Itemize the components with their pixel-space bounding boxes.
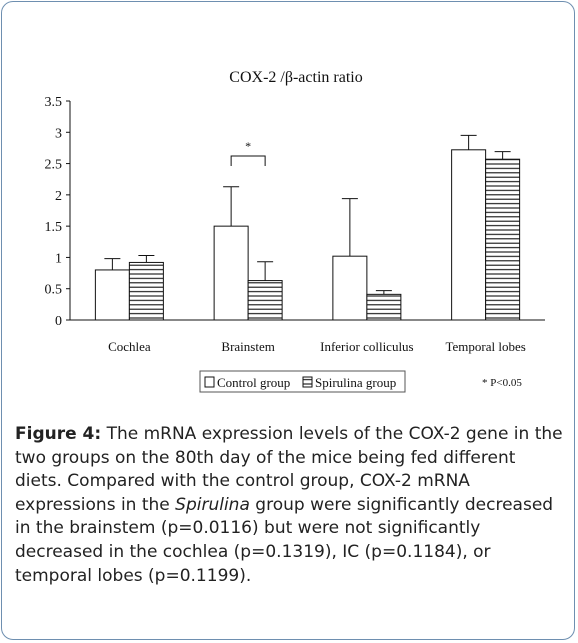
- footnote: * P<0.05: [482, 377, 522, 389]
- bars-layer: [94, 134, 521, 321]
- bar-control: [451, 149, 487, 321]
- x-tick-label: Brainstem: [221, 339, 274, 354]
- bar-control: [213, 225, 249, 321]
- x-tick-label: Temporal lobes: [445, 339, 525, 354]
- annotations-layer: *: [230, 139, 266, 166]
- caption-text-1: The mRNA expression levels of the COX-2 …: [15, 424, 563, 515]
- chart-title: COX-2 /β-actin ratio: [229, 69, 362, 86]
- y-tick-label: 1: [55, 251, 62, 266]
- x-axis: Cochlea Brainstem Inferior colliculus Tempo…: [70, 319, 545, 354]
- legend-swatch-control: [204, 376, 215, 388]
- bar-spirulina: [366, 293, 402, 321]
- y-tick-label: 0.5: [45, 283, 63, 298]
- bar-spirulina: [247, 280, 283, 321]
- y-tick-label: 2.5: [45, 158, 63, 173]
- legend-label-control: Control group: [217, 375, 290, 390]
- bar-control: [332, 255, 368, 321]
- bar-chart: COX-2 /β-actin ratio 0 0.5 1 1.5 2 2.5 3 3.5 Co…: [45, 69, 545, 393]
- y-tick-label: 3.5: [45, 95, 63, 110]
- legend-swatch-spirulina: [302, 376, 313, 388]
- y-tick-label: 3: [55, 126, 62, 141]
- caption-text-2: group were significantly decreased in th…: [15, 494, 554, 586]
- legend: Control group Spirulina group: [199, 370, 406, 393]
- caption-label: Figure 4:: [15, 424, 102, 444]
- y-tick-label: 1.5: [45, 220, 63, 235]
- x-tick-label: Inferior colliculus: [320, 339, 414, 354]
- x-tick-label: Cochlea: [108, 339, 151, 354]
- significance-star: *: [245, 139, 251, 153]
- significance-bracket: [230, 155, 266, 166]
- bar-spirulina: [128, 261, 164, 321]
- figure-caption: Figure 4: The mRNA expression levels of …: [15, 423, 565, 588]
- bar-spirulina: [485, 158, 521, 321]
- y-axis: 0 0.5 1 1.5 2 2.5 3 3.5: [45, 95, 71, 329]
- y-tick-label: 2: [55, 189, 62, 204]
- legend-label-spirulina: Spirulina group: [315, 375, 396, 390]
- y-tick-label: 0: [55, 314, 62, 329]
- bar-control: [94, 269, 130, 321]
- caption-italic: Spirulina: [175, 494, 250, 515]
